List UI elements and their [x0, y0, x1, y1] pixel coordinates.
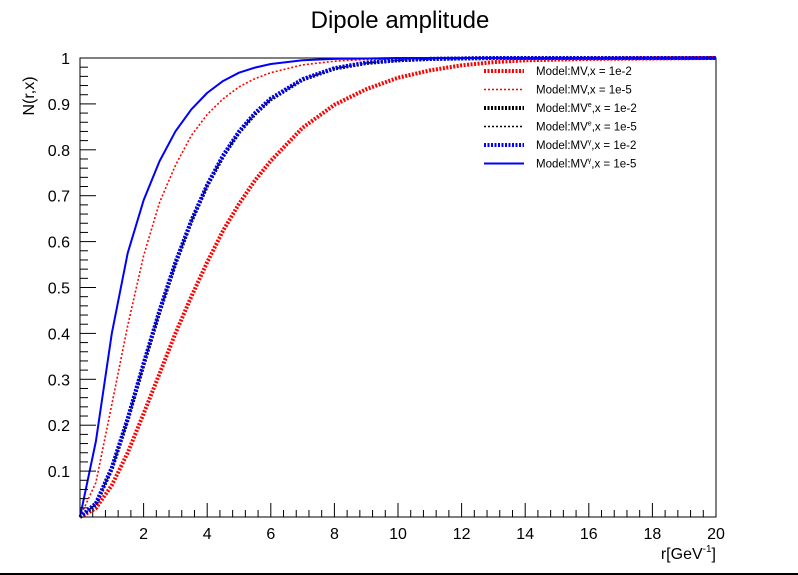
- y-axis: 0.1 0.2 0.3 0.4 0.5 0.6 0.7 0.8 0.9 1: [48, 51, 96, 518]
- legend-label-tail: ,x = 1e-2: [592, 103, 637, 115]
- legend-label-sup: e: [588, 121, 592, 128]
- legend-label-base: Model:MV,x = 1e-5: [536, 85, 632, 97]
- x-axis-label-sup: -1: [703, 544, 712, 555]
- legend-label-sup: e: [588, 102, 592, 109]
- x-tick-label: 8: [330, 526, 339, 543]
- x-axis-label: r[GeV-1]: [661, 544, 716, 563]
- legend-label-base: Model:MV: [536, 140, 588, 152]
- y-tick-label: 0.3: [48, 372, 70, 389]
- legend-label-sup: γ: [588, 139, 592, 146]
- x-axis-label-base: r[GeV: [661, 546, 703, 563]
- y-tick-label: 0.8: [48, 143, 70, 160]
- x-tick-label: 16: [580, 526, 598, 543]
- x-tick-label: 2: [139, 526, 148, 543]
- y-tick-label: 0.5: [48, 281, 70, 298]
- legend-label: Model:MVe,x = 1e-5: [536, 121, 637, 134]
- x-tick-label: 12: [453, 526, 471, 543]
- plot-area: 2 4 6 8 10 12 14 16 18 20 0.10.20.30.40.50.60.70.…: [48, 51, 725, 543]
- legend-label-base: Model:MV: [536, 159, 588, 171]
- legend-label-sup: γ: [588, 158, 592, 165]
- legend-label-tail: ,x = 1e-2: [591, 140, 636, 152]
- legend-label-tail: ,x = 1e-5: [592, 122, 637, 134]
- x-tick-label: 20: [707, 526, 725, 543]
- legend-label: Model:MVγ,x = 1e-5: [536, 158, 636, 171]
- x-tick-label: 18: [644, 526, 662, 543]
- series-line-5: [78, 56, 716, 519]
- y-tick-label: 0.1: [48, 464, 70, 481]
- x-tick-label: 6: [266, 526, 275, 543]
- y-tick-label: 0.7: [48, 189, 70, 206]
- y-tick-label: 1: [61, 51, 70, 68]
- legend-label-base: Model:MV: [536, 103, 588, 115]
- x-tick-label: 14: [516, 526, 534, 543]
- y-tick-label: 0.4: [48, 326, 70, 343]
- series-layer: [78, 56, 717, 519]
- legend-label-base: Model:MV: [536, 122, 588, 134]
- legend-label: Model:MV,x = 1e-5: [536, 85, 632, 97]
- series-line-6: [79, 57, 716, 518]
- y-tick-label: 0.2: [48, 418, 70, 435]
- x-axis-label-close: ]: [712, 546, 716, 563]
- chart-title: Dipole amplitude: [311, 7, 490, 34]
- series-line-1: [79, 56, 717, 519]
- x-tick-label: 4: [203, 526, 212, 543]
- y-tick-label: 0.9: [48, 97, 70, 114]
- x-axis: 2 4 6 8 10 12 14 16 18 20: [79, 503, 725, 543]
- legend-label: Model:MV,x = 1e-2: [536, 66, 632, 78]
- y-axis-label: N(r,x): [21, 76, 38, 115]
- legend-label-base: Model:MV,x = 1e-2: [536, 66, 632, 78]
- legend-label: Model:MVγ,x = 1e-2: [536, 139, 636, 152]
- x-tick-label: 10: [389, 526, 407, 543]
- y-tick-label: 0.6: [48, 235, 70, 252]
- legend-label: Model:MVe,x = 1e-2: [536, 102, 637, 115]
- legend-label-tail: ,x = 1e-5: [591, 159, 636, 171]
